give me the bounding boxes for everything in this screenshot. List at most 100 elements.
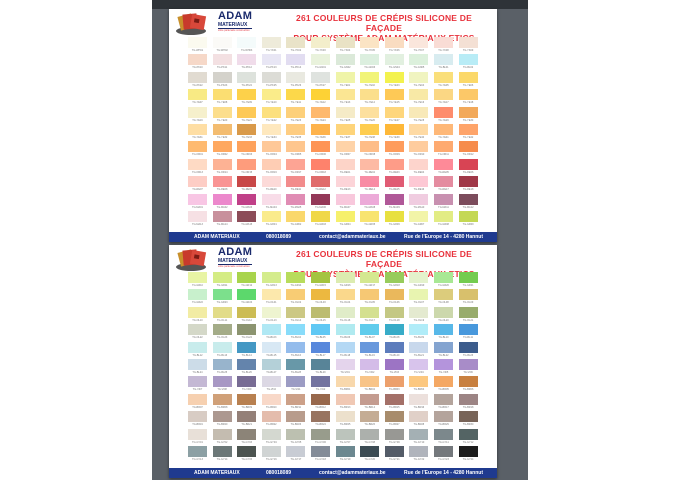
color-swatch xyxy=(188,211,207,222)
swatch-code-label: TG-GR05 xyxy=(364,223,376,226)
color-swatch xyxy=(188,341,207,353)
swatch-code-label: TG-GR23 xyxy=(216,301,228,305)
color-swatch xyxy=(188,289,207,301)
swatch-code-label: TG-BR10 xyxy=(266,405,277,409)
swatch-code-label: TG-MA13 xyxy=(192,223,203,226)
swatch-code-label: TG-BL07 xyxy=(364,336,375,340)
swatch-code-label: TG-BR20 xyxy=(216,423,228,427)
swatch-code-label: TG-YE34 xyxy=(266,136,277,139)
color-swatch xyxy=(286,341,306,353)
color-swatch xyxy=(434,106,453,118)
color-swatch xyxy=(261,193,281,205)
footer-address: Rue de l'Europe 14 - 4280 Hannut xyxy=(404,234,483,240)
swatch-code-label: TG-YE06 xyxy=(462,83,474,87)
color-swatch xyxy=(188,193,207,205)
swatch-code-label: TG-OL15 xyxy=(315,318,326,322)
swatch-code-label: TG-OR18 xyxy=(315,170,326,174)
swatch-code-label: TG-VI06 xyxy=(463,371,473,374)
swatch-code-label: TG-GY14 xyxy=(216,458,228,461)
brand-logo: ADAM MATERIAUX votre partenaire construc… xyxy=(218,247,253,268)
color-swatch xyxy=(212,71,232,83)
color-swatch xyxy=(311,376,330,388)
color-swatch xyxy=(384,176,404,188)
color-swatch xyxy=(237,211,257,222)
swatch-code-label: TG-BL14 xyxy=(241,353,252,357)
color-swatch xyxy=(286,289,306,301)
swatch-code-label: TG-YK07 xyxy=(413,49,425,52)
color-swatch xyxy=(237,37,257,48)
swatch-code-label: TG-BL28 xyxy=(290,371,301,374)
swatch-code-label: TG-OL24 xyxy=(241,336,252,340)
color-swatch xyxy=(237,54,257,66)
color-swatch xyxy=(360,89,380,101)
color-swatch xyxy=(261,411,281,423)
swatch-code-label: TG-YE29 xyxy=(438,118,449,122)
swatch-code-label: TG-GR01 xyxy=(265,223,277,226)
swatch-code-label: TG-OR04 xyxy=(265,153,277,157)
swatch-code-label: TG-PK22 xyxy=(192,83,203,87)
color-swatch xyxy=(188,359,207,370)
color-swatch xyxy=(311,411,330,423)
color-swatch xyxy=(458,158,478,170)
swatch-code-label: TG-BR26 xyxy=(364,423,375,427)
color-swatch xyxy=(335,106,355,118)
swatch-code-label: TG-MA14 xyxy=(216,223,228,226)
color-swatch xyxy=(360,359,380,370)
swatch-code-label: TG-PK24 xyxy=(241,83,252,87)
swatch-code-label: TG-GY07 xyxy=(339,440,351,444)
swatch-code-label: TG-PK25 xyxy=(266,83,277,87)
color-swatch xyxy=(311,306,330,318)
swatch-code-label: TG-GY24 xyxy=(462,458,474,461)
swatch-code-label: TG-YE30 xyxy=(462,118,474,122)
swatch-code-label: TG-BL16 xyxy=(290,353,301,357)
swatch-code-label: TG-YE23 xyxy=(290,118,302,122)
swatch-code-label: TG-GR16 xyxy=(339,284,351,287)
color-swatch xyxy=(335,124,355,135)
color-swatch xyxy=(261,71,281,83)
color-swatch xyxy=(311,176,330,188)
swatch-code-label: TG-GR12 xyxy=(241,284,253,287)
color-swatch xyxy=(286,446,306,457)
swatch-code-label: TG-MA02 xyxy=(216,205,228,209)
swatch-code-label: TG-BR02 xyxy=(364,388,375,392)
color-swatch xyxy=(458,71,478,83)
color-swatch xyxy=(360,393,380,405)
color-swatch xyxy=(261,341,281,353)
color-swatch xyxy=(335,211,355,222)
swatch-code-label: TG-YE11 xyxy=(290,101,301,105)
chart-title: 261 COULEURS DE CRÉPIS SILICONE DE FAÇAD… xyxy=(279,13,489,43)
color-swatch xyxy=(261,89,281,101)
swatch-code-label: TG-BR27 xyxy=(389,423,400,427)
swatch-code-label: TG-GY16 xyxy=(265,458,277,461)
footer-address: Rue de l'Europe 14 - 4280 Hannut xyxy=(404,470,483,476)
swatch-code-label: TG-OL01 xyxy=(266,301,277,305)
footer-phone: 080018089 xyxy=(266,470,292,476)
color-swatch xyxy=(434,193,453,205)
swatch-code-label: TG-OR09 xyxy=(388,153,400,157)
color-swatch xyxy=(237,193,257,205)
color-swatch xyxy=(434,272,453,283)
swatch-code-label: TG-BR08 xyxy=(216,405,228,409)
swatch-code-label: TG-OL10 xyxy=(192,318,203,322)
color-swatch xyxy=(409,124,429,135)
color-swatch xyxy=(458,37,478,48)
brand-tagline: votre partenaire construction xyxy=(218,29,250,32)
color-swatch xyxy=(384,158,404,170)
color-swatch xyxy=(237,359,257,370)
color-swatch xyxy=(434,411,453,423)
swatch-code-label: TG-YE18 xyxy=(462,101,474,105)
color-swatch xyxy=(360,176,380,188)
color-swatch xyxy=(188,393,207,405)
swatch-code-label: TG-VI01 xyxy=(340,371,350,374)
color-swatch xyxy=(434,158,453,170)
swatch-code-label: TG-MA03 xyxy=(241,205,253,209)
swatch-code-label: TG-YE14 xyxy=(364,101,375,105)
color-swatch xyxy=(409,54,429,66)
color-swatch xyxy=(212,411,232,423)
color-swatch xyxy=(409,176,429,188)
color-swatch xyxy=(458,376,478,388)
color-swatch xyxy=(458,141,478,153)
swatch-code-label: TG-GY17 xyxy=(290,458,302,461)
color-swatch xyxy=(409,341,429,353)
swatch-code-label: TG-BL04 xyxy=(290,336,301,340)
